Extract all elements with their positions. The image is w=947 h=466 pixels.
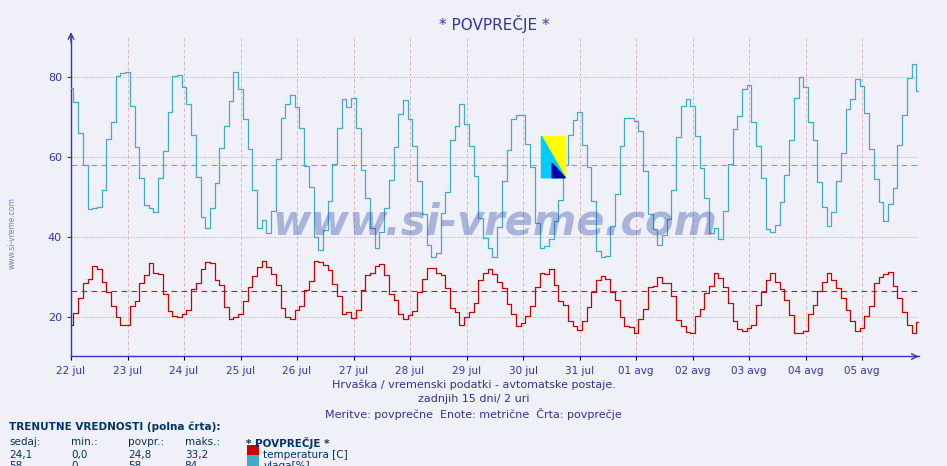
Text: zadnjih 15 dni/ 2 uri: zadnjih 15 dni/ 2 uri: [418, 394, 529, 404]
Polygon shape: [542, 136, 565, 178]
Text: vlaga[%]: vlaga[%]: [263, 461, 310, 466]
Text: * POVPREČJE *: * POVPREČJE *: [246, 437, 330, 449]
Text: Meritve: povprečne  Enote: metrične  Črta: povprečje: Meritve: povprečne Enote: metrične Črta:…: [325, 408, 622, 420]
Text: www.si-vreme.com: www.si-vreme.com: [273, 201, 717, 243]
Polygon shape: [542, 136, 565, 178]
Text: Hrvaška / vremenski podatki - avtomatske postaje.: Hrvaška / vremenski podatki - avtomatske…: [331, 380, 616, 391]
Text: 24,1: 24,1: [9, 450, 33, 459]
Polygon shape: [552, 163, 565, 178]
Text: 84: 84: [185, 461, 198, 466]
Text: TRENUTNE VREDNOSTI (polna črta):: TRENUTNE VREDNOSTI (polna črta):: [9, 422, 221, 432]
Text: povpr.:: povpr.:: [128, 437, 164, 447]
Text: 33,2: 33,2: [185, 450, 208, 459]
Text: 0: 0: [71, 461, 78, 466]
Text: www.si-vreme.com: www.si-vreme.com: [8, 197, 17, 269]
Text: maks.:: maks.:: [185, 437, 220, 447]
Text: min.:: min.:: [71, 437, 98, 447]
Text: 58: 58: [9, 461, 23, 466]
Text: 0,0: 0,0: [71, 450, 87, 459]
Text: temperatura [C]: temperatura [C]: [263, 450, 348, 459]
Text: 58: 58: [128, 461, 141, 466]
Text: sedaj:: sedaj:: [9, 437, 41, 447]
Text: 24,8: 24,8: [128, 450, 152, 459]
Title: * POVPREČJE *: * POVPREČJE *: [439, 15, 550, 34]
